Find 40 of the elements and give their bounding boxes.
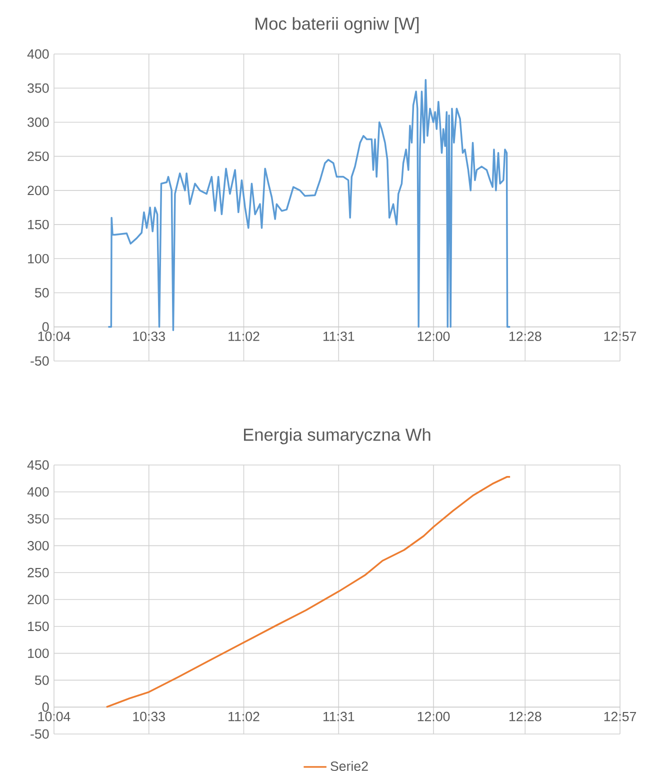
chart-title: Energia sumaryczna Wh [244,428,430,444]
y-tick-label: 150 [28,220,49,230]
y-tick-label: 350 [28,514,49,524]
y-tick-label: 400 [27,49,49,59]
y-tick-label: 100 [28,648,49,658]
x-tick-label: 12:28 [509,712,542,722]
x-tick-label: 12:57 [604,332,636,342]
x-tick-label: 11:31 [323,332,354,342]
x-tick-label: 10:04 [38,332,70,342]
y-tick-label: 350 [28,83,49,93]
chart-title: Moc baterii ogniw [W] [256,17,419,34]
y-tick-label: 450 [27,460,49,470]
x-tick-label: 12:00 [418,712,450,722]
y-tick-label: -50 [30,356,49,366]
y-tick-label: 200 [28,594,49,604]
y-tick-label: 50 [35,288,49,298]
line-series [106,476,511,708]
x-tick-label: 11:02 [228,712,260,722]
y-tick-label: 150 [28,622,49,632]
x-tick-label: 10:33 [133,712,165,722]
line-series [107,79,511,332]
y-tick-label: 300 [28,540,49,550]
x-tick-label: 11:31 [323,712,354,722]
x-tick-label: 12:28 [509,332,542,342]
y-tick-label: 50 [35,675,49,685]
y-tick-label: 200 [28,186,49,196]
x-tick-label: 12:00 [418,332,450,342]
y-tick-label: 0 [42,702,49,712]
x-tick-label: 10:04 [38,712,70,722]
legend-label: Serie2 [330,761,368,771]
y-tick-label: 0 [42,322,49,332]
y-tick-label: 100 [28,254,49,264]
y-tick-label: 400 [27,487,49,497]
y-tick-label: 300 [28,118,49,127]
x-tick-label: 12:57 [604,712,636,722]
y-tick-label: -50 [30,729,49,739]
y-tick-label: 250 [28,152,49,162]
x-tick-label: 10:33 [133,332,165,342]
y-tick-label: 250 [28,568,49,578]
x-tick-label: 11:02 [228,332,260,342]
